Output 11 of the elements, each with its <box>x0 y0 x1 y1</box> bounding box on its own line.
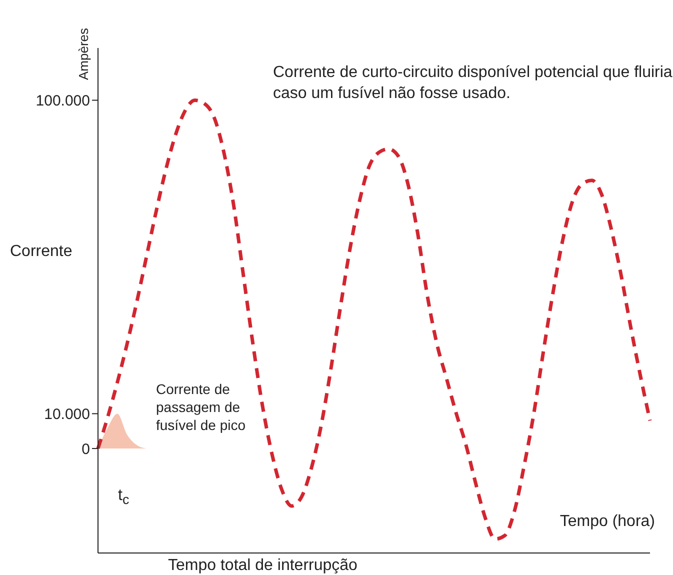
line-series <box>96 98 652 541</box>
y-tick-label: 0 <box>82 440 90 458</box>
y-tick-label: 10.000 <box>44 406 90 424</box>
annotation: Corrente de passagem de fusível de pico <box>156 380 246 435</box>
text: Ampères <box>76 28 92 80</box>
x-axis-title: Tempo (hora) <box>560 513 655 531</box>
y-axis-title: Corrente <box>10 243 72 261</box>
text: Tempo total de interrupção <box>168 556 358 575</box>
y-tick-label: 100.000 <box>36 92 90 110</box>
annotation: Corrente de curto-circuito disponível potencial que fluiria caso um fusível não fosse usado. <box>273 63 673 104</box>
annotation: t$_{c}$ <box>118 486 130 508</box>
